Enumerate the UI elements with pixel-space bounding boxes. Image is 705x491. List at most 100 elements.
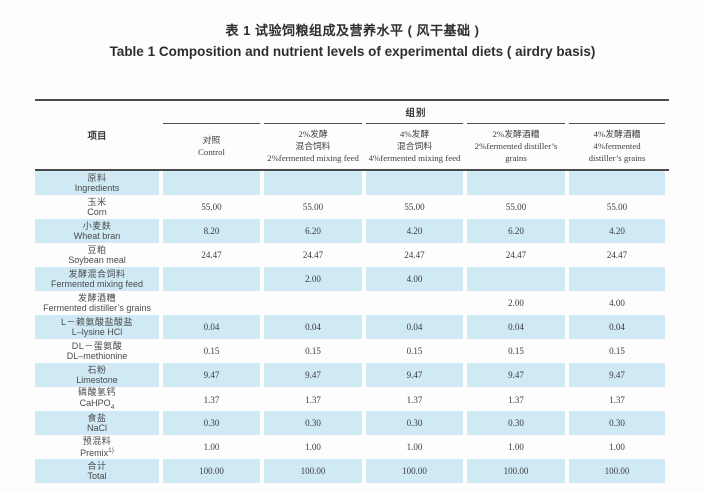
table-title-english: Table 1 Composition and nutrient levels … xyxy=(109,44,596,59)
table-row: 玉米 Corn 55.00 55.00 55.00 55.00 55.00 xyxy=(35,195,669,219)
document-page: 表 1 试验饲粮组成及营养水平 ( 风干基础 ) Table 1 Composi… xyxy=(0,20,705,491)
value-cell: 2.00 xyxy=(264,267,362,291)
diet-composition-table: 项目 组别 对照 Control 2%发酵 混合饲料 2%fermented mixin… xyxy=(35,99,669,483)
value-cell xyxy=(264,171,362,195)
value-cell: 24.47 xyxy=(201,250,222,260)
value-cell: 0.15 xyxy=(305,346,321,356)
value-cell: 9.47 xyxy=(366,363,463,387)
table-row: 原料 Ingredients xyxy=(35,171,669,195)
value-cell: 4.20 xyxy=(366,219,463,243)
value-cell: 24.47 xyxy=(404,250,425,260)
value-cell: 1.00 xyxy=(406,442,423,452)
row-label: 小麦麸 Wheat bran xyxy=(35,219,159,243)
column-header-0: 对照 Control xyxy=(163,123,260,169)
row-label: 原料 Ingredients xyxy=(35,171,159,195)
value-cell: 1.37 xyxy=(203,394,220,405)
value-cell: 0.04 xyxy=(163,315,260,339)
value-cell: 55.00 xyxy=(201,202,222,212)
value-cell: 55.00 xyxy=(606,202,628,212)
value-cell: 2.00 xyxy=(508,298,524,308)
value-cell: 24.47 xyxy=(606,250,628,260)
value-cell xyxy=(366,171,463,195)
value-cell: 4.00 xyxy=(609,298,625,308)
value-cell xyxy=(163,267,260,291)
value-cell: 1.00 xyxy=(305,442,321,452)
group-header-area: 组别 对照 Control 2%发酵 混合饲料 2%fermented mixing f… xyxy=(163,101,669,169)
value-cell: 100.00 xyxy=(264,459,362,483)
value-cell: 0.15 xyxy=(508,346,524,356)
table-row: L－赖氨酸盐酸盐 L–lysine HCl 0.04 0.04 0.04 0.04 0.04 xyxy=(35,315,669,339)
value-cell: 55.00 xyxy=(505,202,527,212)
value-cell: 1.37 xyxy=(406,394,423,405)
table-row: 小麦麸 Wheat bran 8.20 6.20 4.20 6.20 4.20 xyxy=(35,219,669,243)
value-cell: 9.47 xyxy=(163,363,260,387)
value-cell: 8.20 xyxy=(163,219,260,243)
value-cell: 0.15 xyxy=(609,346,625,356)
value-cell: 0.15 xyxy=(406,346,423,356)
row-label: 食盐 NaCl xyxy=(35,411,159,435)
value-cell: 0.30 xyxy=(569,411,665,435)
row-label: 豆粕 Soybean meal xyxy=(68,244,126,266)
value-cell: 9.47 xyxy=(569,363,665,387)
value-cell xyxy=(163,171,260,195)
table-header: 项目 组别 对照 Control 2%发酵 混合饲料 2%fermented mixin… xyxy=(35,101,669,169)
value-cell: 9.47 xyxy=(467,363,565,387)
value-cell: 24.47 xyxy=(505,250,527,260)
group-label: 组别 xyxy=(405,108,427,119)
value-cell xyxy=(163,291,260,315)
row-label: 玉米 Corn xyxy=(87,196,107,218)
column-header-2: 4%发酵 混合饲料 4%fermented mixing feed xyxy=(366,123,463,169)
value-cell: 4.20 xyxy=(569,219,665,243)
column-headers: 对照 Control 2%发酵 混合饲料 2%fermented mixing feed… xyxy=(163,123,669,169)
value-cell: 6.20 xyxy=(264,219,362,243)
table-row: 预混料 Premix1) 1.00 1.00 1.00 1.00 1.00 xyxy=(35,435,669,459)
value-cell: 0.30 xyxy=(264,411,362,435)
value-cell: 1.00 xyxy=(508,442,524,452)
value-cell xyxy=(569,267,665,291)
row-label: 预混料 Premix1) xyxy=(80,435,114,459)
table-header-rule xyxy=(35,169,669,171)
value-cell: 0.04 xyxy=(366,315,463,339)
row-label: 合计 Total xyxy=(35,459,159,483)
value-cell: 55.00 xyxy=(404,202,425,212)
value-cell: 100.00 xyxy=(366,459,463,483)
value-cell xyxy=(569,171,665,195)
row-label: DL－蛋氨酸 DL–methionine xyxy=(66,340,128,362)
table-row: 合计 Total 100.00 100.00 100.00 100.00 100.00 xyxy=(35,459,669,483)
table-top-rule xyxy=(35,99,669,101)
value-cell: 100.00 xyxy=(569,459,665,483)
value-cell: 100.00 xyxy=(467,459,565,483)
column-header-1: 2%发酵 混合饲料 2%fermented mixing feed xyxy=(264,123,362,169)
table-row: 石粉 Limestone 9.47 9.47 9.47 9.47 9.47 xyxy=(35,363,669,387)
row-label: 磷酸氢钙 CaHPO4 xyxy=(77,387,116,411)
value-cell: 0.30 xyxy=(366,411,463,435)
table-row: DL－蛋氨酸 DL–methionine 0.15 0.15 0.15 0.15 0.15 xyxy=(35,339,669,363)
table-row: 食盐 NaCl 0.30 0.30 0.30 0.30 0.30 xyxy=(35,411,669,435)
value-cell: 100.00 xyxy=(163,459,260,483)
value-cell xyxy=(366,291,463,315)
value-cell: 0.04 xyxy=(264,315,362,339)
value-cell: 0.04 xyxy=(467,315,565,339)
value-cell: 4.00 xyxy=(366,267,463,291)
value-cell xyxy=(467,171,565,195)
row-label: L－赖氨酸盐酸盐 L–lysine HCl xyxy=(35,315,159,339)
row-label: 发酵酒糟 Fermented distiller’s grains xyxy=(43,292,151,314)
value-cell: 0.15 xyxy=(203,346,220,356)
table-row: 发酵混合饲料 Fermented mixing feed 2.00 4.00 xyxy=(35,267,669,291)
table-row: 磷酸氢钙 CaHPO4 1.37 1.37 1.37 1.37 1.37 xyxy=(35,387,669,411)
value-cell: 1.37 xyxy=(609,394,625,405)
column-header-4: 4%发酵酒糟 4%fermented distiller’s grains xyxy=(569,123,665,169)
value-cell: 0.30 xyxy=(467,411,565,435)
value-cell xyxy=(264,291,362,315)
value-cell: 1.37 xyxy=(305,394,321,405)
table-row: 豆粕 Soybean meal 24.47 24.47 24.47 24.47 24.47 xyxy=(35,243,669,267)
column-header-3: 2%发酵酒糟 2%fermented distiller’s grains xyxy=(467,123,565,169)
value-cell: 24.47 xyxy=(302,250,324,260)
value-cell: 0.04 xyxy=(569,315,665,339)
value-cell: 9.47 xyxy=(264,363,362,387)
value-cell: 6.20 xyxy=(467,219,565,243)
value-cell: 1.00 xyxy=(609,442,625,452)
value-cell: 0.30 xyxy=(163,411,260,435)
row-label: 发酵混合饲料 Fermented mixing feed xyxy=(35,267,159,291)
value-cell: 1.00 xyxy=(203,442,220,452)
